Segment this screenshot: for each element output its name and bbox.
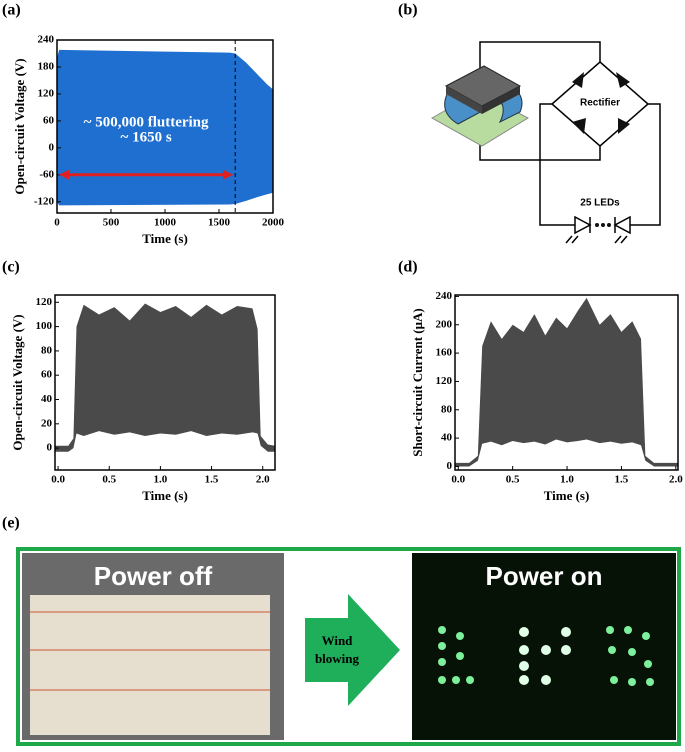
breadboard (30, 595, 270, 735)
x-tick-label: 1.5 (205, 474, 219, 486)
device (430, 65, 530, 147)
y-tick-label: 60 (41, 369, 53, 381)
x-axis-label: Time (s) (544, 488, 590, 503)
leds (438, 626, 654, 686)
y-tick-label: 40 (441, 432, 453, 444)
rectifier-label: Rectifier (580, 98, 620, 109)
circuit (479, 41, 661, 244)
panel-label: (c) (2, 259, 20, 276)
signal-band (55, 303, 275, 452)
y-tick-label: 180 (38, 60, 55, 72)
x-tick-label: 0.5 (102, 474, 116, 486)
x-tick-label: 2.0 (256, 474, 270, 486)
y-tick-label: 60 (43, 114, 55, 126)
x-tick-label: 0.5 (506, 474, 520, 486)
y-tick-label: 20 (41, 417, 53, 429)
panel-label: (d) (398, 259, 418, 276)
arrow-head (59, 169, 69, 180)
y-tick-label: 0 (49, 141, 55, 153)
x-tick-label: 0.0 (51, 474, 65, 486)
panel-label: (e) (2, 515, 20, 532)
x-tick-label: 500 (103, 217, 120, 229)
x-tick-label: 1500 (208, 217, 231, 229)
arrow-text: Wind (322, 633, 354, 648)
y-tick-label: -120 (34, 195, 55, 207)
x-tick-label: 1.0 (560, 474, 574, 486)
y-tick-label: 0 (447, 460, 453, 472)
y-axis-label: Open-circuit Voltage (V) (12, 58, 27, 194)
arrow-head (223, 169, 234, 180)
y-tick-label: 240 (436, 290, 453, 302)
plot-frame (54, 294, 276, 471)
panel-label: (a) (2, 2, 21, 19)
y-tick-label: 120 (36, 296, 53, 308)
y-tick-label: 40 (41, 393, 53, 405)
y-tick-label: 120 (436, 375, 453, 387)
y-axis-label: Open-circuit Voltage (V) (10, 314, 25, 450)
plot-frame (454, 294, 679, 471)
annotation: ~ 500,000 fluttering (84, 114, 209, 130)
power-off: Power off (94, 561, 213, 591)
x-tick-label: 2.0 (669, 474, 683, 486)
y-tick-label: -60 (39, 168, 54, 180)
y-tick-label: 200 (436, 318, 453, 330)
power-on: Power on (485, 561, 602, 591)
y-tick-label: 240 (38, 34, 55, 46)
annotation: ~ 1650 s (121, 129, 172, 145)
y-tick-label: 80 (441, 403, 453, 415)
diodes (572, 72, 630, 227)
y-tick-label: 120 (38, 87, 55, 99)
x-tick-label: 1.5 (615, 474, 629, 486)
y-tick-label: 160 (436, 347, 453, 359)
y-axis-label: Short-circuit Current (μA) (410, 308, 425, 456)
signal-band (57, 49, 273, 206)
x-axis-label: Time (s) (142, 488, 188, 503)
arrow (305, 594, 400, 706)
x-tick-label: 2000 (262, 217, 285, 229)
x-tick-label: 0.0 (451, 474, 465, 486)
y-tick-label: 100 (36, 320, 53, 332)
x-tick-label: 1.0 (154, 474, 168, 486)
rails (30, 611, 270, 691)
signal-band (455, 297, 678, 467)
panel-label: (b) (398, 2, 418, 19)
x-axis-label: Time (s) (142, 231, 188, 246)
x-tick-label: 1000 (154, 217, 177, 229)
y-tick-label: 0 (47, 442, 53, 454)
x-tick-label: 0 (54, 217, 60, 229)
y-tick-label: 80 (41, 344, 53, 356)
label-bg (568, 94, 632, 112)
arrow-text: blowing (315, 651, 360, 666)
leds-label: 25 LEDs (580, 198, 620, 209)
